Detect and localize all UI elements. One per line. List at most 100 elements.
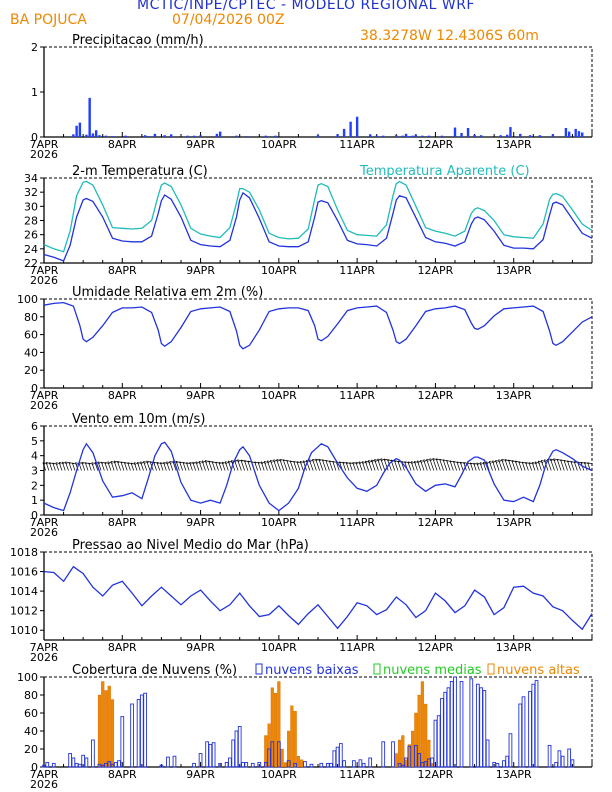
cloud-low-bar <box>208 744 213 768</box>
precip-bar <box>473 134 476 137</box>
legend-mid-clouds-box <box>373 663 381 675</box>
cloud-low-bar <box>309 763 314 768</box>
wind-barb <box>123 462 128 471</box>
wind-barb-flag <box>587 462 593 465</box>
y-tick-label: 34 <box>24 172 38 185</box>
wind-barb-flag <box>49 462 55 465</box>
precip-bar <box>355 116 359 137</box>
wind-barb <box>383 458 389 471</box>
x-tick-label: 12APR <box>418 264 454 277</box>
wind-barb <box>355 461 360 471</box>
legend-apparent-temperature: Temperatura Aparente (C) <box>359 164 530 179</box>
cloud-low-bar <box>130 703 134 768</box>
wind-barb <box>459 461 464 471</box>
wind-barb-flag <box>534 461 541 464</box>
y-tick-label: 100 <box>17 671 38 684</box>
wind-barb <box>137 462 141 471</box>
wind-barb-flag <box>563 459 570 463</box>
panel-title: Vento em 10m (m/s) <box>72 412 205 427</box>
precip-bar <box>577 131 581 137</box>
wind-barb <box>498 459 503 471</box>
wind-barb <box>296 461 301 471</box>
pressure-line <box>43 565 593 631</box>
wind-barb-flag <box>221 461 228 464</box>
wind-barb <box>224 461 229 471</box>
wind-barb-flag <box>172 460 178 463</box>
precip-bar <box>163 135 166 137</box>
wind-barb <box>104 462 108 471</box>
y-tick-label: 1014 <box>10 585 38 598</box>
wind-barb-flag <box>349 462 355 465</box>
wind-barb-flag <box>279 458 285 462</box>
wind-barb <box>367 460 373 471</box>
wind-barb-flag <box>432 458 438 461</box>
precip-bar <box>499 135 502 137</box>
cloud-low-bar <box>107 761 112 768</box>
wind-barb <box>322 459 327 471</box>
wind-barb <box>488 461 493 471</box>
precip-bar <box>538 135 542 137</box>
wind-barb-flag <box>410 461 417 464</box>
cloud-low-bar <box>228 757 232 768</box>
wind-barb-flag <box>358 461 365 464</box>
wind-barb <box>143 461 148 471</box>
wind-speed-line <box>43 441 593 512</box>
wind-barb <box>110 461 115 471</box>
cloud-low-bar <box>319 762 324 768</box>
wind-barb <box>270 460 275 471</box>
cloud-low-bar <box>436 715 441 768</box>
y-tick-label: 2 <box>31 479 38 492</box>
cloud-high-bar <box>401 735 405 768</box>
y-tick-label: 0 <box>31 131 38 144</box>
wind-barb-flag <box>329 460 335 463</box>
x-tick-label: 8APR <box>108 389 137 402</box>
cloud-low-bar <box>502 760 506 768</box>
wind-barb <box>374 459 379 471</box>
wind-barb <box>495 460 500 471</box>
precip-bar <box>466 128 470 137</box>
wind-barb-flag <box>318 458 325 462</box>
x-tick-label: 13APR <box>496 516 532 529</box>
wind-barb-flag <box>525 461 531 465</box>
y-tick-label: 1 <box>31 86 38 99</box>
cloud-low-bar <box>381 741 386 768</box>
cloud-low-bar <box>237 726 242 768</box>
precip-bar <box>218 131 222 137</box>
wind-barb <box>84 462 89 471</box>
wind-barb <box>501 459 506 471</box>
wind-barb-flag <box>345 461 352 465</box>
wind-barb-flag <box>322 459 328 462</box>
cloud-low-bar <box>104 762 108 768</box>
wind-barb-flag <box>420 459 426 463</box>
wind-barb <box>534 461 539 471</box>
wind-barb-flag <box>45 461 52 465</box>
wind-barb-flag <box>442 459 449 462</box>
wind-barb <box>446 460 451 471</box>
wind-barb-flag <box>537 460 544 463</box>
wind-barb-flag <box>289 460 296 463</box>
wind-barb <box>482 462 487 471</box>
cloud-low-bar <box>560 755 565 768</box>
wind-barb <box>456 461 461 471</box>
wind-barb-flag <box>342 461 348 464</box>
cloud-low-bar <box>303 761 307 768</box>
x-tick-label: 12APR <box>418 138 454 151</box>
cloud-low-bar <box>528 690 532 768</box>
wind-barb-flag <box>276 459 282 462</box>
wind-barb <box>58 462 63 471</box>
header-station: BA POJUCA <box>10 12 87 28</box>
cloud-low-bar <box>358 759 363 768</box>
precip-bar <box>528 135 532 137</box>
legend-mid-clouds: nuvens medias <box>383 663 482 678</box>
wind-barb <box>140 461 144 471</box>
wind-barb-flag <box>195 461 202 464</box>
cloud-low-bar <box>270 741 275 768</box>
wind-barb <box>413 461 418 471</box>
panel-title: Cobertura de Nuvens (%) <box>72 663 237 678</box>
cloud-low-bar <box>335 746 340 768</box>
wind-barb-flag <box>58 461 65 465</box>
panel-frame <box>43 676 593 768</box>
x-tick-label: 13APR <box>496 641 532 654</box>
y-tick-label: 40 <box>24 346 38 359</box>
wind-barb-flag <box>286 459 292 463</box>
